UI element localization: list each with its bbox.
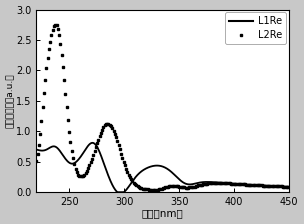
X-axis label: 波长（nm）: 波长（nm） (142, 209, 184, 218)
Legend: L1Re, L2Re: L1Re, L2Re (225, 13, 286, 44)
Y-axis label: 相对吸光度（a.u.）: 相对吸光度（a.u.） (5, 73, 15, 128)
